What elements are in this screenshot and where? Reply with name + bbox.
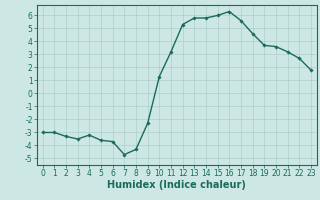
X-axis label: Humidex (Indice chaleur): Humidex (Indice chaleur) <box>108 180 246 190</box>
